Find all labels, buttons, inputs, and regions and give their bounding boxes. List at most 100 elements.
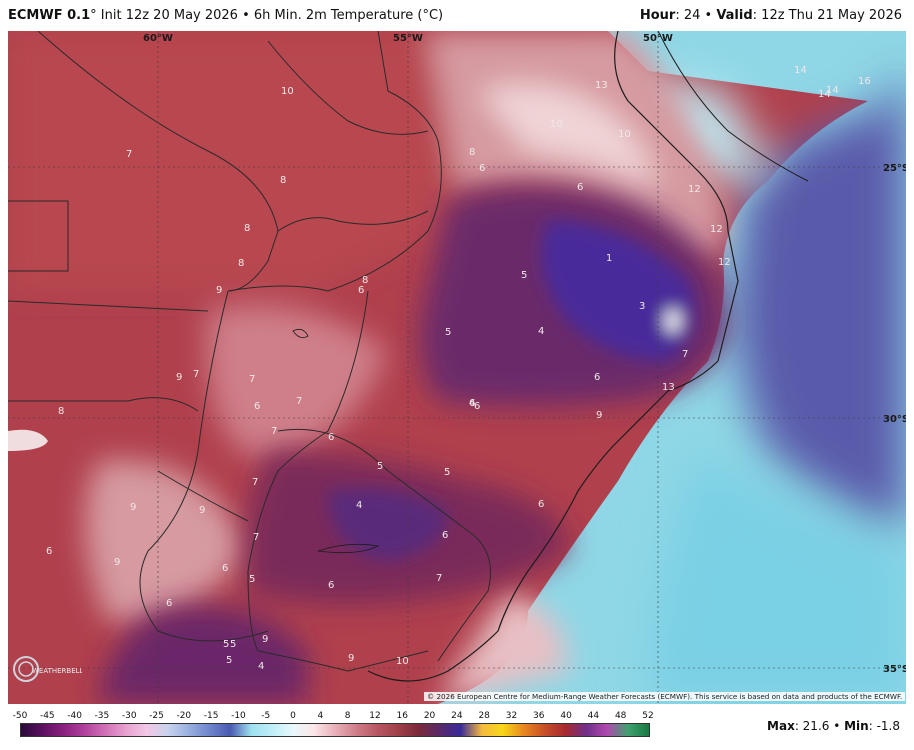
legend-tick-label: 44 [587, 711, 600, 721]
legend-tick-label: 48 [614, 711, 627, 721]
boundary-lines [8, 31, 491, 672]
contour-label: 1 [606, 253, 612, 264]
contour-label: 4 [258, 661, 264, 672]
logo-graphic: WEATHERBELL [13, 656, 84, 682]
legend-tick-label: 36 [533, 711, 545, 721]
min-value: : -1.8 [868, 719, 900, 733]
contour-label: 6 [328, 432, 334, 443]
graticule-labels: 60°W 55°W 50°W 25°S 30°S 35°S [143, 33, 906, 675]
header-bar: ECMWF 0.1° Init 12z 20 May 2026 • 6h Min… [0, 0, 914, 30]
contour-label: 6 [328, 580, 334, 591]
contour-label: 4 [538, 326, 544, 337]
lon-label: 60°W [143, 33, 173, 44]
contour-label: 7 [253, 532, 259, 543]
contour-label: 12 [688, 184, 701, 195]
contour-label: 5 [377, 461, 383, 472]
contour-label: 7 [296, 396, 302, 407]
contour-label: 10 [618, 129, 631, 140]
legend-tick-label: 12 [369, 711, 381, 721]
contour-label: 5 [230, 639, 236, 650]
max-min-stats: Max: 21.6 • Min: -1.8 [767, 719, 900, 733]
contour-label: 6 [222, 563, 228, 574]
title-bullet: • [237, 8, 254, 23]
contour-label: 12 [710, 224, 723, 235]
contour-label: 14 [826, 85, 839, 96]
contour-label: 8 [362, 275, 368, 286]
contour-label: 8 [58, 406, 64, 417]
contour-label: 8 [280, 175, 286, 186]
contour-label: 5 [445, 327, 451, 338]
legend-tick-label: -10 [231, 711, 246, 721]
boundary-uruguay-north [277, 428, 491, 662]
contour-label: 6 [594, 372, 600, 383]
contour-label: 9 [216, 285, 222, 296]
contour-label: 9 [199, 505, 205, 516]
stats-bullet: • [829, 719, 845, 733]
contour-label: 9 [262, 634, 268, 645]
boundary-west-line [8, 300, 209, 312]
max-label: Max [767, 719, 795, 733]
boundary-west-box [8, 200, 69, 272]
contour-label: 6 [358, 285, 364, 296]
contour-label: 7 [271, 426, 277, 437]
ocean-cool-purple [736, 101, 906, 531]
contour-label: 6 [577, 182, 583, 193]
land-pale-south [438, 591, 568, 704]
contour-label: 6 [46, 546, 52, 557]
contour-label: 10 [281, 86, 294, 97]
land-pink-central [206, 306, 388, 461]
contour-label: 14 [818, 89, 831, 100]
contour-label: 9 [176, 372, 182, 383]
contour-label: 5 [521, 270, 527, 281]
temperature-map[interactable]: 60°W 55°W 50°W 25°S 30°S 35°S 10 7 8 8 8… [8, 31, 906, 704]
map-title: ECMWF 0.1° Init 12z 20 May 2026 • 6h Min… [8, 8, 443, 23]
legend-tick-label: -35 [94, 711, 110, 721]
valid-value: : 12z Thu 21 May 2026 [752, 8, 902, 23]
contour-label: 5 [444, 467, 450, 478]
contour-label: 5 [223, 639, 229, 650]
contour-label: 6 [474, 401, 480, 412]
legend-tick-label: 28 [478, 711, 490, 721]
ocean-cyan-south [648, 451, 906, 704]
legend-tick-label: -15 [203, 711, 219, 721]
min-label: Min [844, 719, 869, 733]
contour-label: 4 [356, 500, 362, 511]
legend-tick-label: 8 [344, 711, 351, 721]
contour-label: 5 [249, 574, 255, 585]
coastline-north [657, 31, 809, 182]
coldest-core [541, 221, 695, 361]
model-name: ECMWF 0.1 [8, 8, 91, 23]
contour-label: 7 [126, 149, 132, 160]
legend-tick-label: -40 [67, 711, 82, 721]
freezing-spot [665, 309, 681, 333]
legend-tick-label: 52 [642, 711, 654, 721]
contour-label: 6 [479, 163, 485, 174]
contour-label: 6 [166, 598, 172, 609]
legend-tick-label: -5 [261, 711, 271, 721]
valid-time: Hour: 24 • Valid: 12z Thu 21 May 2026 [640, 8, 902, 23]
contour-label: 7 [193, 369, 199, 380]
ocean-deep-purple [888, 71, 906, 141]
graticule [8, 31, 906, 704]
contour-label: 4 [469, 398, 475, 409]
contour-label: 9 [114, 557, 120, 568]
lake-outline [292, 328, 309, 339]
temperature-colorbar [20, 723, 650, 737]
contour-label: 7 [682, 349, 688, 360]
contour-label: 9 [130, 502, 136, 513]
contour-label: 9 [348, 653, 354, 664]
contour-label: 8 [244, 223, 250, 234]
valid-bullet: • [700, 8, 717, 23]
weatherbell-logo: WEATHERBELL [12, 654, 84, 684]
boundary-north-c [267, 40, 429, 135]
contour-label: 10 [396, 656, 409, 667]
boundary-north-d [277, 210, 429, 232]
lon-label: 55°W [393, 33, 423, 44]
land-pale-coast [478, 84, 658, 191]
hour-label: Hour [639, 8, 676, 23]
legend-tick-label: 24 [451, 711, 463, 721]
legend-tick-label: 20 [423, 711, 436, 721]
contour-label: 16 [858, 76, 871, 87]
init-time: Init 12z 20 May 2026 [96, 8, 238, 23]
cold-core-inner [328, 488, 448, 561]
